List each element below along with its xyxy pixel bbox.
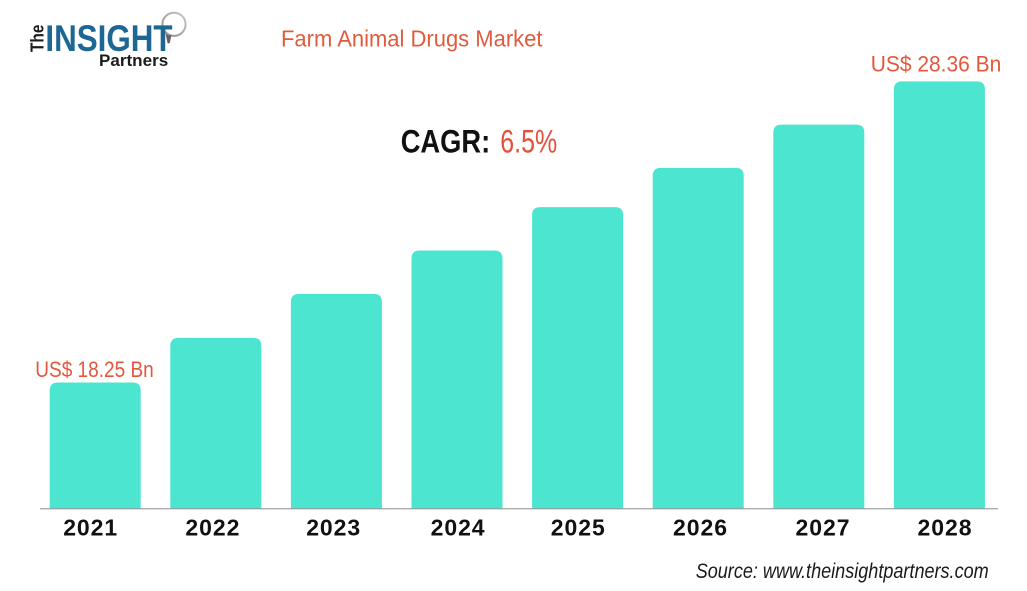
svg-text:Source: www.theinsightpartners: Source: www.theinsightpartners.com — [696, 560, 989, 583]
svg-text:The: The — [27, 25, 48, 52]
svg-text:CAGR:: CAGR: — [401, 123, 491, 159]
svg-text:2024: 2024 — [431, 515, 485, 541]
svg-text:US$ 18.25 Bn: US$ 18.25 Bn — [35, 357, 154, 382]
svg-text:Partners: Partners — [99, 51, 168, 70]
svg-text:2027: 2027 — [796, 515, 850, 541]
svg-text:INSIGHT: INSIGHT — [45, 18, 173, 59]
svg-text:2021: 2021 — [63, 515, 117, 541]
svg-text:2026: 2026 — [673, 515, 727, 541]
svg-text:2023: 2023 — [306, 515, 360, 541]
svg-text:6.5%: 6.5% — [500, 123, 557, 159]
svg-text:Farm Animal Drugs Market: Farm Animal Drugs Market — [281, 26, 543, 52]
svg-text:2025: 2025 — [551, 515, 605, 541]
svg-text:2022: 2022 — [185, 515, 239, 541]
svg-text:US$ 28.36 Bn: US$ 28.36 Bn — [871, 52, 1002, 77]
svg-text:2028: 2028 — [918, 515, 972, 541]
